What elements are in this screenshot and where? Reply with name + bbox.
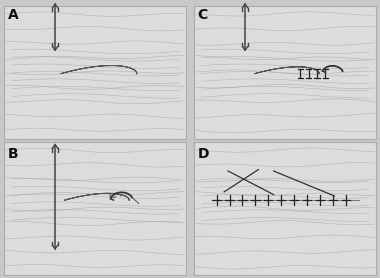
- Polygon shape: [61, 66, 137, 74]
- Polygon shape: [255, 67, 319, 74]
- Polygon shape: [65, 193, 129, 200]
- Text: A: A: [8, 8, 18, 22]
- Text: C: C: [198, 8, 208, 22]
- FancyBboxPatch shape: [4, 6, 186, 139]
- Text: D: D: [198, 147, 209, 161]
- FancyBboxPatch shape: [194, 142, 376, 275]
- FancyBboxPatch shape: [4, 142, 186, 275]
- FancyBboxPatch shape: [194, 6, 376, 139]
- Text: B: B: [8, 147, 18, 161]
